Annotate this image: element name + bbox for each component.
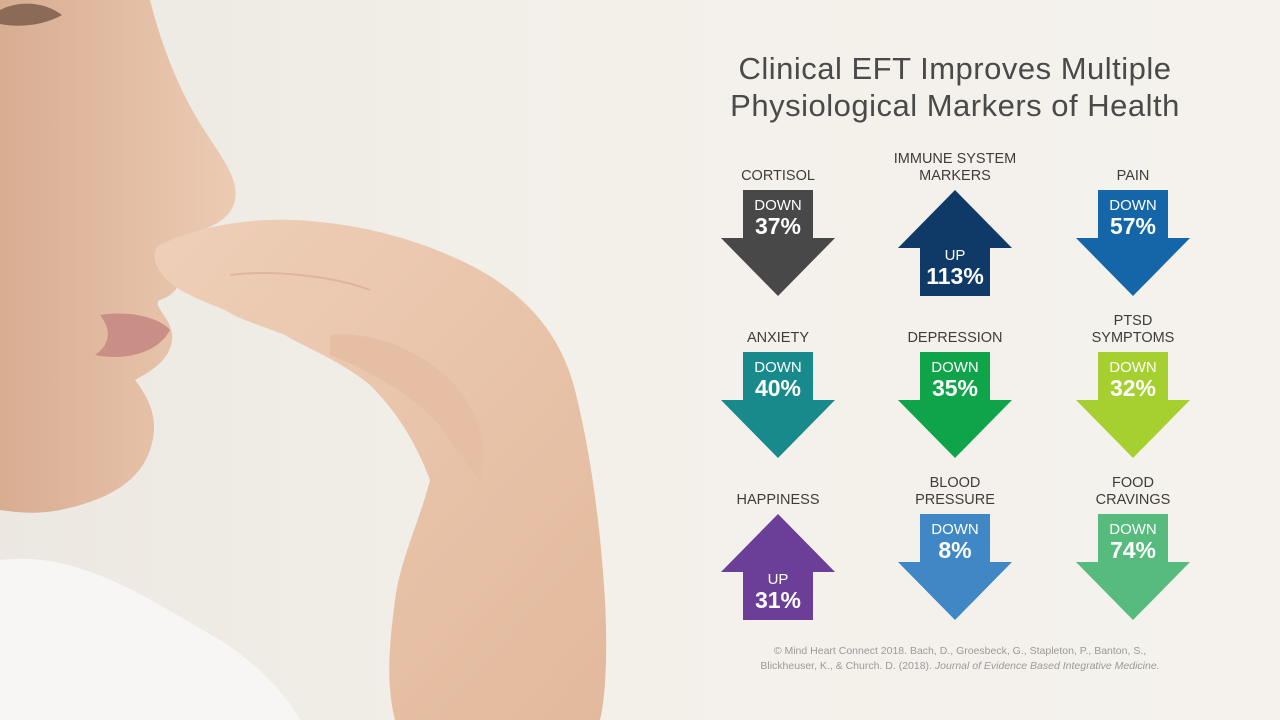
percent-value: 40% (754, 375, 802, 401)
page-title: Clinical EFT Improves Multiple Physiolog… (690, 50, 1220, 124)
direction-label: UP (767, 571, 789, 588)
percent-value: 31% (754, 587, 802, 613)
marker-depression: DEPRESSION DOWN 35% (880, 302, 1030, 472)
marker-blood-pressure: BLOOD PRESSURE DOWN 8% (880, 464, 1030, 634)
marker-label: ANXIETY (746, 330, 810, 346)
marker-value: DOWN 37% (721, 197, 835, 239)
direction-label: DOWN (1109, 521, 1157, 538)
percent-value: 113% (926, 263, 984, 289)
citation-authors: Blickheuser, K., & Church. D. (2018). (760, 660, 935, 672)
marker-happiness: HAPPINESS UP 31% (703, 464, 853, 634)
percent-value: 37% (754, 213, 802, 239)
down-arrow-icon: DOWN 40% (721, 352, 835, 458)
marker-immune-system-markers: IMMUNE SYSTEM MARKERS UP 113% (880, 140, 1030, 310)
marker-label: IMMUNE SYSTEM MARKERS (893, 151, 1017, 184)
citation-line-1: © Mind Heart Connect 2018. Bach, D., Gro… (773, 645, 1147, 657)
up-arrow-icon: UP 113% (898, 190, 1012, 296)
direction-label: DOWN (931, 359, 979, 376)
down-arrow-icon: DOWN 37% (721, 190, 835, 296)
marker-value: UP 113% (898, 247, 1012, 289)
marker-cortisol: CORTISOL DOWN 37% (703, 140, 853, 310)
down-arrow-icon: DOWN 35% (898, 352, 1012, 458)
title-line-2: Physiological Markers of Health (730, 88, 1180, 123)
marker-pain: PAIN DOWN 57% (1058, 140, 1208, 310)
citation-journal: Journal of Evidence Based Integrative Me… (934, 660, 1160, 672)
marker-label: BLOOD PRESSURE (915, 475, 995, 508)
title-line-1: Clinical EFT Improves Multiple (738, 51, 1172, 86)
down-arrow-icon: DOWN 74% (1076, 514, 1190, 620)
marker-food-cravings: FOOD CRAVINGS DOWN 74% (1058, 464, 1208, 634)
direction-label: DOWN (1109, 197, 1157, 214)
woman-thinking-photo (0, 0, 607, 720)
marker-ptsd-symptoms: PTSD SYMPTOMS DOWN 32% (1058, 302, 1208, 472)
direction-label: DOWN (754, 197, 802, 214)
citation-line-2: Blickheuser, K., & Church. D. (2018). Jo… (750, 659, 1170, 674)
marker-value: DOWN 57% (1076, 197, 1190, 239)
marker-value: UP 31% (721, 571, 835, 613)
marker-label: CORTISOL (741, 168, 815, 184)
direction-label: DOWN (931, 521, 979, 538)
marker-value: DOWN 8% (898, 521, 1012, 563)
direction-label: UP (944, 247, 966, 264)
down-arrow-icon: DOWN 8% (898, 514, 1012, 620)
marker-label: HAPPINESS (736, 492, 820, 508)
down-arrow-icon: DOWN 57% (1076, 190, 1190, 296)
percent-value: 32% (1109, 375, 1157, 401)
marker-label: DEPRESSION (907, 330, 1003, 346)
marker-value: DOWN 74% (1076, 521, 1190, 563)
marker-label: PTSD SYMPTOMS (1091, 313, 1175, 346)
direction-label: DOWN (1109, 359, 1157, 376)
percent-value: 74% (1109, 537, 1157, 563)
up-arrow-icon: UP 31% (721, 514, 835, 620)
citation: © Mind Heart Connect 2018. Bach, D., Gro… (750, 644, 1170, 674)
direction-label: DOWN (754, 359, 802, 376)
marker-value: DOWN 35% (898, 359, 1012, 401)
down-arrow-icon: DOWN 32% (1076, 352, 1190, 458)
percent-value: 8% (938, 537, 972, 563)
marker-anxiety: ANXIETY DOWN 40% (703, 302, 853, 472)
marker-label: FOOD CRAVINGS (1095, 475, 1171, 508)
marker-value: DOWN 32% (1076, 359, 1190, 401)
percent-value: 57% (1109, 213, 1157, 239)
percent-value: 35% (931, 375, 979, 401)
marker-label: PAIN (1116, 168, 1150, 184)
marker-value: DOWN 40% (721, 359, 835, 401)
